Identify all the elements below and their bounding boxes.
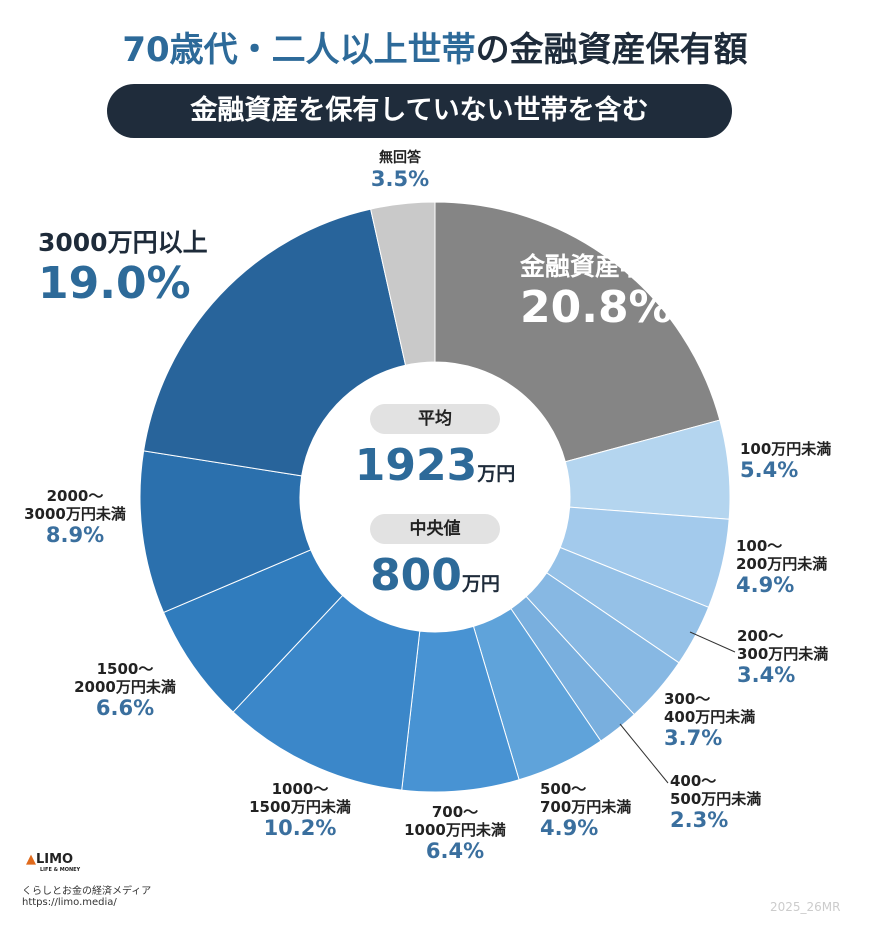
slice-label: 300〜 400万円未満 3.7% — [664, 690, 864, 751]
slice-label: 1000〜 1500万円未満 10.2% — [200, 780, 400, 841]
slice-label: 500〜 700万円未満 4.9% — [540, 780, 740, 841]
median-label: 中央値 — [370, 514, 500, 544]
subtitle: 金融資産を保有していない世帯を含む — [107, 84, 732, 138]
value-label: 20.8% — [520, 282, 673, 333]
slice-label: 金融資産非保有 20.8% — [520, 252, 780, 335]
logo: ▲LIMO LIFE & MONEY — [26, 852, 81, 873]
value-label: 19.0% — [38, 258, 191, 309]
value-label: 8.9% — [45, 523, 105, 547]
category-label: 無回答 — [379, 150, 421, 166]
mean-value: 1923 — [354, 440, 478, 491]
slice — [434, 201, 721, 463]
value-label: 3.4% — [737, 663, 796, 687]
category-label: 1000〜 1500万円未満 — [249, 780, 351, 816]
url: https://limo.media/ — [22, 897, 117, 908]
slice-label: 1500〜 2000万円未満 6.6% — [25, 660, 225, 721]
mean-label: 平均 — [370, 404, 500, 434]
category-label: 500〜 700万円未満 — [540, 780, 632, 816]
value-label: 6.6% — [95, 696, 155, 720]
category-label: 300〜 400万円未満 — [664, 690, 756, 726]
code: 2025_26MR — [770, 900, 841, 914]
value-label: 4.9% — [736, 573, 795, 597]
category-label: 1500〜 2000万円未満 — [74, 660, 176, 696]
category-label: 3000万円以上 — [38, 228, 208, 257]
slice — [232, 594, 421, 791]
slice-label: 3000万円以上 19.0% — [38, 228, 298, 311]
slice-label: 無回答 3.5% — [300, 150, 500, 192]
median-row: 800万円 — [300, 550, 570, 601]
leader-line — [689, 631, 736, 653]
mean-unit: 万円 — [477, 463, 516, 485]
category-label: 金融資産非保有 — [520, 252, 696, 281]
category-label: 100〜 200万円未満 — [736, 537, 828, 573]
slice — [143, 208, 407, 477]
title: の金融資産保有額 — [475, 30, 748, 70]
value-label: 3.7% — [664, 726, 723, 750]
leader-line — [619, 723, 669, 784]
value-label: 4.9% — [540, 816, 599, 840]
value-label: 3.5% — [370, 166, 430, 191]
slice-label: 2000〜 3000万円未満 8.9% — [0, 487, 175, 548]
value-label: 6.4% — [425, 839, 485, 863]
category-label: 200〜 300万円未満 — [737, 627, 829, 663]
category-label: 700〜 1000万円未満 — [404, 803, 506, 839]
logo-text: LIMO — [36, 852, 74, 867]
category-label: 100万円未満 — [740, 440, 832, 458]
value-label: 10.2% — [263, 816, 337, 840]
mean-row: 1923万円 — [300, 440, 570, 491]
slice-label: 400〜 500万円未満 2.3% — [670, 772, 870, 833]
value-label: 5.4% — [740, 458, 799, 482]
tagline: くらしとお金の経済メディア — [22, 886, 152, 897]
logo-sub: LIFE & MONEY — [40, 867, 81, 873]
category-label: 400〜 500万円未満 — [670, 772, 762, 808]
title-lead: 70歳代・二人以上世帯 — [122, 30, 476, 70]
median-unit: 万円 — [461, 573, 500, 595]
median-value: 800 — [370, 550, 462, 601]
slice — [370, 201, 436, 366]
value-label: 2.3% — [670, 808, 729, 832]
slice-label: 700〜 1000万円未満 6.4% — [355, 803, 555, 864]
title-row: 70歳代・二人以上世帯の金融資産保有額 — [0, 22, 870, 71]
category-label: 2000〜 3000万円未満 — [24, 487, 126, 523]
slice-label: 100万円未満 5.4% — [740, 440, 870, 483]
slice-label: 100〜 200万円未満 4.9% — [736, 537, 870, 598]
slice-label: 200〜 300万円未満 3.4% — [737, 627, 870, 688]
